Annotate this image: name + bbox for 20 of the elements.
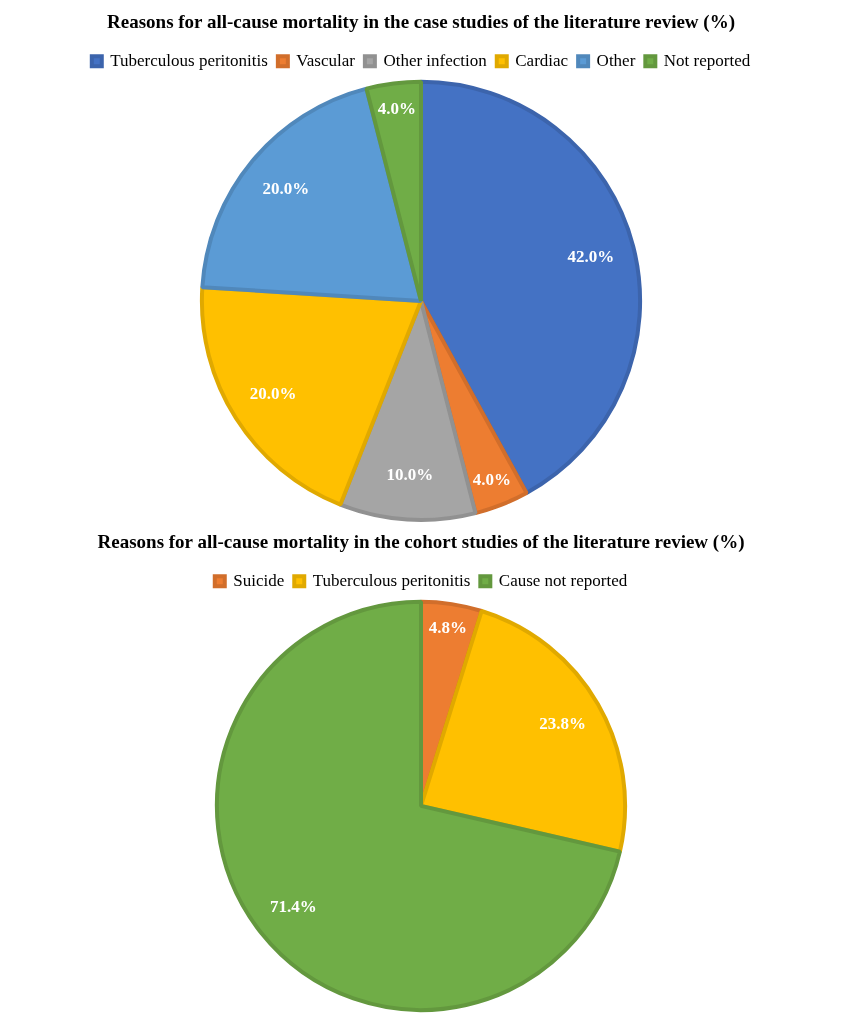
chart-title: Reasons for all-cause mortality in the cohort studies of the literature review (%) bbox=[97, 531, 745, 554]
legend-label: Other infection bbox=[383, 50, 488, 70]
data-label: 42.0% bbox=[567, 246, 615, 266]
legend-label: Suicide bbox=[233, 570, 285, 590]
legend-label: Other bbox=[596, 50, 636, 70]
legend-label: Cardiac bbox=[515, 50, 569, 70]
legend-label: Not reported bbox=[663, 50, 751, 70]
legend-label: Tuberculous peritonitis bbox=[312, 570, 471, 590]
data-label: 10.0% bbox=[386, 465, 434, 485]
data-label: 4.0% bbox=[472, 469, 512, 489]
data-label: 20.0% bbox=[249, 384, 297, 404]
data-label: 4.8% bbox=[428, 617, 468, 637]
legend-label: Cause not reported bbox=[498, 570, 628, 590]
chart-title: Reasons for all-cause mortality in the case studies of the literature review (%) bbox=[107, 11, 735, 34]
data-label: 23.8% bbox=[539, 713, 586, 733]
legend-label: Tuberculous peritonitis bbox=[110, 50, 268, 70]
data-label: 71.4% bbox=[269, 896, 317, 916]
data-label: 20.0% bbox=[262, 178, 310, 198]
data-label: 4.0% bbox=[377, 99, 416, 118]
legend-label: Vascular bbox=[296, 50, 356, 70]
